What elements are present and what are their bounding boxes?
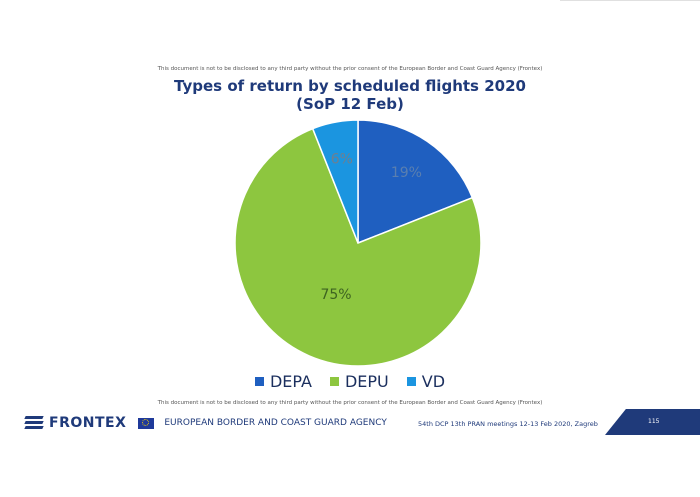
logo-text: FRONTEX xyxy=(49,415,127,431)
disclaimer-bottom: This document is not to be disclosed to … xyxy=(157,400,543,406)
legend-swatch-vd xyxy=(406,377,416,386)
legend-item-depa: DEPA xyxy=(254,372,312,391)
legend-item-vd: VD xyxy=(406,372,446,391)
page-number: 115 xyxy=(648,418,660,425)
legend-swatch-depu xyxy=(329,377,339,386)
pie-label-depa: 19% xyxy=(391,165,422,181)
chart-legend: DEPA DEPU VD xyxy=(0,372,700,391)
disclaimer-top: This document is not to be disclosed to … xyxy=(157,66,543,72)
pie-slice-vd xyxy=(311,119,359,244)
legend-label-vd: VD xyxy=(421,372,446,391)
legend-label-depa: DEPA xyxy=(269,372,312,391)
top-edge-line xyxy=(560,0,700,1)
pie-label-depu: 75% xyxy=(320,287,351,303)
pie-label-vd: 6% xyxy=(331,151,353,167)
legend-item-depu: DEPU xyxy=(329,372,389,391)
legend-label-depu: DEPU xyxy=(344,372,389,391)
legend-swatch-depa xyxy=(254,377,264,386)
eu-flag-icon xyxy=(138,417,155,429)
chart-subtitle: (SoP 12 Feb) xyxy=(296,95,404,113)
meeting-info: 54th DCP 13th PRAN meetings 12-13 Feb 20… xyxy=(418,420,598,428)
pie-slice-depa xyxy=(357,119,474,245)
footer-branding: FRONTEX EUROPEAN BORDER AND COAST GUARD … xyxy=(24,415,387,431)
agency-name: EUROPEAN BORDER AND COAST GUARD AGENCY xyxy=(164,418,387,428)
chart-title: Types of return by scheduled flights 202… xyxy=(174,77,526,95)
pie-slice-depu xyxy=(234,127,482,367)
frontex-logo-icon xyxy=(24,416,44,430)
